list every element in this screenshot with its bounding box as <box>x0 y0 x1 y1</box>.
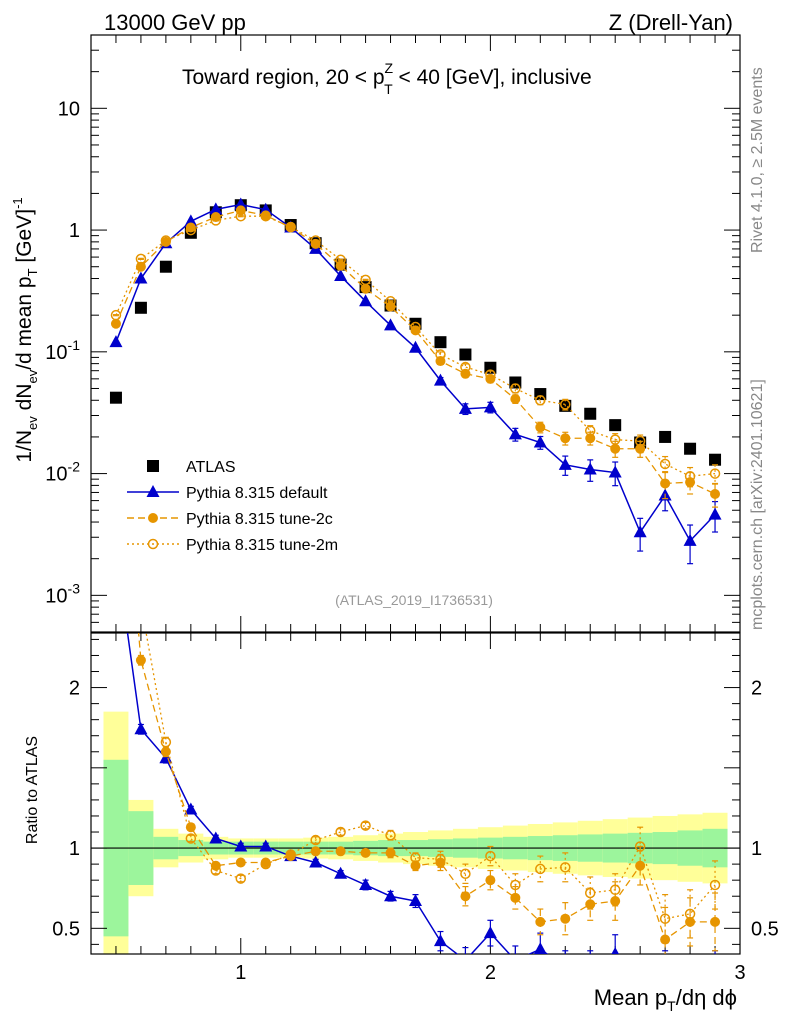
data-point <box>634 525 647 537</box>
ratio-point <box>186 822 196 832</box>
data-point <box>584 408 596 420</box>
ratio-point <box>434 934 447 946</box>
mcplots-source-label: mcplots.cern.ch [arXiv:2401.10621] <box>749 379 766 630</box>
legend-label: Pythia 8.315 tune-2c <box>186 511 333 528</box>
data-point <box>160 261 172 273</box>
x-tick-label: 1 <box>235 962 246 984</box>
data-point <box>560 433 570 443</box>
data-point <box>660 478 670 488</box>
ratio-point <box>336 846 346 856</box>
main-y-axis-label: 1/Nev dNev/d mean pT [GeV]-1 <box>10 197 40 462</box>
ratio-y-axis-label: Ratio to ATLAS <box>24 736 41 844</box>
ratio-point <box>359 878 372 890</box>
ratio-y-tick-label: 1 <box>69 838 80 860</box>
ratio-y-tick-label-right: 2 <box>751 678 762 700</box>
header-process-label: Z (Drell-Yan) <box>609 10 733 35</box>
data-point <box>409 341 422 353</box>
data-point <box>709 508 722 520</box>
y-tick-label: 1 <box>69 220 80 242</box>
data-point <box>510 394 520 404</box>
ratio-point <box>584 960 597 972</box>
y-tick-label: 10-1 <box>45 337 80 364</box>
data-point <box>459 349 471 361</box>
header-collision-label: 13000 GeV pp <box>104 10 246 35</box>
ratio-point <box>386 848 396 858</box>
ratio-point <box>134 722 147 734</box>
x-axis-label: Mean pT/dη dϕ <box>594 985 737 1014</box>
ratio-y-tick-label: 2 <box>69 678 80 700</box>
data-point <box>710 489 720 499</box>
data-point <box>361 284 371 294</box>
ratio-point <box>334 867 347 879</box>
data-point <box>135 302 147 314</box>
data-point <box>609 419 621 431</box>
legend-label: ATLAS <box>186 459 236 476</box>
y-tick-label: 10 <box>58 98 80 120</box>
ratio-point <box>710 917 720 927</box>
rivet-version-label: Rivet 4.1.0, ≥ 2.5M events <box>749 67 766 253</box>
ratio-point <box>136 600 145 609</box>
plot-title: Toward region, 20 < pZ T < 40 [GeV], incl… <box>182 60 592 97</box>
x-tick-label: 2 <box>485 962 496 984</box>
data-point <box>434 336 446 348</box>
ratio-point <box>384 889 397 901</box>
ratio-point <box>460 891 470 901</box>
ratio-point <box>236 858 246 868</box>
main-series <box>109 198 721 564</box>
ratio-point <box>485 875 495 885</box>
ratio-point <box>111 362 121 372</box>
chart-canvas: 13000 GeV pp Z (Drell-Yan) Rivet 4.1.0, … <box>0 0 786 1024</box>
ratio-point <box>560 914 570 924</box>
legend: ATLAS Pythia 8.315 default Pythia 8.315 tu… <box>127 459 338 554</box>
ratio-point <box>161 747 171 757</box>
data-point <box>709 454 721 466</box>
ratio-y-tick-label-right: 0.5 <box>751 918 779 940</box>
ratio-axis-ticks: 0.5 0.5 1 1 2 2 1 2 3 <box>52 633 779 984</box>
ratio-point <box>559 960 572 972</box>
ratio-point <box>609 947 622 959</box>
ratio-point <box>509 953 522 965</box>
data-point <box>109 335 122 347</box>
data-point <box>535 422 545 432</box>
ratio-point <box>111 266 120 275</box>
ratio-uncertainty-bands <box>91 712 740 985</box>
legend-label: Pythia 8.315 default <box>186 485 328 502</box>
x-tick-label: 3 <box>734 962 745 984</box>
ratio-point <box>311 846 321 856</box>
y-tick-label: 10-2 <box>45 459 80 486</box>
data-point <box>659 431 671 443</box>
legend-marker <box>148 513 158 523</box>
legend-marker <box>147 460 159 472</box>
ratio-point <box>484 926 497 938</box>
ratio-point <box>361 848 371 858</box>
legend-label: Pythia 8.315 tune-2m <box>186 537 338 554</box>
data-point <box>684 443 696 455</box>
ratio-y-tick-label: 0.5 <box>52 918 80 940</box>
ratio-point <box>535 917 545 927</box>
legend-marker <box>147 485 160 497</box>
data-point <box>484 400 497 412</box>
analysis-watermark: (ATLAS_2019_I1736531) <box>335 592 493 608</box>
ratio-point <box>109 543 122 555</box>
ratio-point <box>534 942 547 954</box>
ratio-y-tick-label-right: 1 <box>751 838 762 860</box>
series-line <box>116 550 715 985</box>
data-point <box>559 458 572 470</box>
ratio-point <box>459 953 472 965</box>
ratio-point <box>659 960 672 972</box>
ratio-point <box>709 960 722 972</box>
data-point <box>110 392 122 404</box>
y-tick-label: 10-3 <box>45 580 80 607</box>
ratio-point <box>136 655 146 665</box>
